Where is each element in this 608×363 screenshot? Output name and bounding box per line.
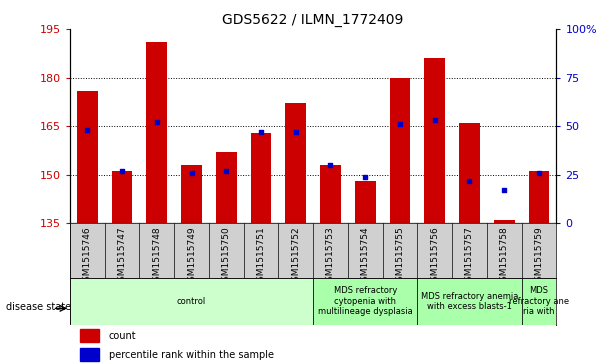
Bar <box>250 132 271 223</box>
Bar <box>459 123 480 223</box>
Text: MDS
refractory ane
ria with: MDS refractory ane ria with <box>509 286 569 316</box>
Point <box>187 170 196 176</box>
Text: control: control <box>177 297 206 306</box>
Text: GSM1515751: GSM1515751 <box>257 226 266 287</box>
Text: GSM1515746: GSM1515746 <box>83 226 92 287</box>
Bar <box>216 152 237 223</box>
Text: GSM1515748: GSM1515748 <box>152 226 161 287</box>
Bar <box>313 278 417 325</box>
Text: GSM1515752: GSM1515752 <box>291 226 300 287</box>
Text: MDS refractory anemia
with excess blasts-1: MDS refractory anemia with excess blasts… <box>421 291 518 311</box>
Bar <box>80 348 99 361</box>
Point <box>499 187 509 193</box>
Bar <box>424 58 445 223</box>
Text: MDS refractory
cytopenia with
multilineage dysplasia: MDS refractory cytopenia with multilinea… <box>318 286 413 316</box>
Text: GSM1515753: GSM1515753 <box>326 226 335 287</box>
Text: count: count <box>109 331 136 340</box>
Point <box>256 129 266 135</box>
Point <box>395 121 405 127</box>
Bar <box>80 329 99 342</box>
Point <box>534 170 544 176</box>
Text: GSM1515747: GSM1515747 <box>117 226 126 287</box>
Text: GSM1515754: GSM1515754 <box>361 226 370 287</box>
Point <box>152 119 162 125</box>
Text: percentile rank within the sample: percentile rank within the sample <box>109 350 274 360</box>
Bar <box>355 181 376 223</box>
Bar <box>522 278 556 325</box>
Point <box>465 178 474 183</box>
Bar <box>77 90 98 223</box>
Text: GSM1515758: GSM1515758 <box>500 226 509 287</box>
Point <box>326 162 336 168</box>
Bar <box>528 171 550 223</box>
Text: GSM1515759: GSM1515759 <box>534 226 544 287</box>
Point <box>430 117 440 123</box>
Title: GDS5622 / ILMN_1772409: GDS5622 / ILMN_1772409 <box>223 13 404 26</box>
Bar <box>417 278 522 325</box>
Point <box>117 168 127 174</box>
Bar <box>70 278 313 325</box>
Text: GSM1515755: GSM1515755 <box>395 226 404 287</box>
Bar <box>320 165 341 223</box>
Bar <box>147 42 167 223</box>
Point <box>361 174 370 180</box>
Text: GSM1515750: GSM1515750 <box>222 226 231 287</box>
Text: GSM1515749: GSM1515749 <box>187 226 196 287</box>
Text: GSM1515756: GSM1515756 <box>430 226 439 287</box>
Bar <box>181 165 202 223</box>
Point <box>83 127 92 133</box>
Point <box>221 168 231 174</box>
Bar <box>112 171 133 223</box>
Text: disease state: disease state <box>6 302 71 312</box>
Bar <box>494 220 514 223</box>
Point <box>291 129 300 135</box>
Bar <box>390 78 410 223</box>
Bar <box>285 103 306 223</box>
Text: GSM1515757: GSM1515757 <box>465 226 474 287</box>
